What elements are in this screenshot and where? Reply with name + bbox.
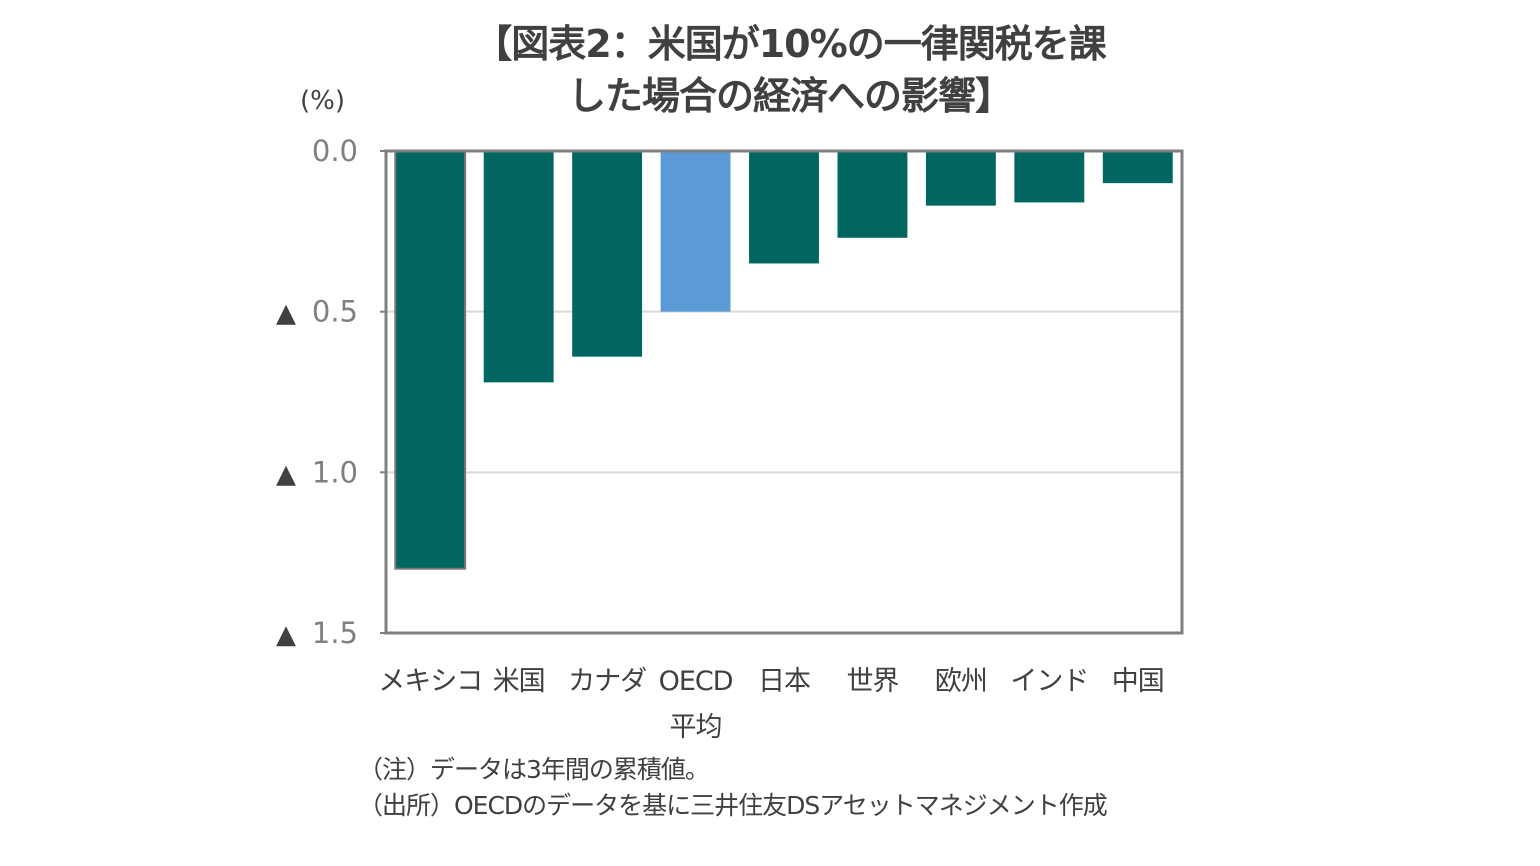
bar-9 <box>1102 151 1173 184</box>
x-tick-label: 米国 <box>493 666 545 697</box>
y-axis-unit-label: (%) <box>300 86 345 116</box>
bar-5 <box>749 151 819 264</box>
chart-title-line-1: 【図表2：米国が10%の一律関税を課 <box>474 22 1106 66</box>
x-tick-label: 平均 <box>670 712 722 743</box>
chart-notes: （注）データは3年間の累積値。 （出所）OECDのデータを基に三井住友DSアセッ… <box>358 752 1108 824</box>
bar-3 <box>572 151 643 357</box>
bar-6 <box>837 151 908 238</box>
negative-triangle-icon: ▲ <box>276 459 296 489</box>
x-tick-label: メキシコ <box>378 666 482 697</box>
note-source: （出所）OECDのデータを基に三井住友DSアセットマネジメント作成 <box>358 791 1108 820</box>
x-tick-label: 世界 <box>846 666 898 697</box>
bar-2 <box>483 151 554 383</box>
y-tick-label: 0.0 <box>312 134 358 168</box>
x-tick-label: 欧州 <box>935 666 987 697</box>
y-tick-label: 1.0 <box>312 455 358 489</box>
y-tick-label: 1.5 <box>312 616 358 650</box>
negative-triangle-icon: ▲ <box>276 620 296 650</box>
x-tick-label: カナダ <box>568 666 646 697</box>
x-tick-label: 中国 <box>1112 666 1164 697</box>
x-tick-label: OECD <box>659 666 733 697</box>
y-tick-label: 0.5 <box>312 295 358 329</box>
chart-title: 【図表2：米国が10%の一律関税を課 した場合の経済への影響】 <box>420 18 1160 122</box>
bar-4 <box>660 151 731 312</box>
x-tick-label: 日本 <box>758 666 811 697</box>
negative-triangle-icon: ▲ <box>276 299 296 329</box>
plot-frame <box>384 149 1184 635</box>
bar-7 <box>925 151 996 206</box>
bar-1 <box>394 150 467 570</box>
x-tick-label: インド <box>1010 666 1088 697</box>
bar-8 <box>1014 151 1085 203</box>
chart-title-line-2: した場合の経済への影響】 <box>567 74 1013 118</box>
note-data: （注）データは3年間の累積値。 <box>358 755 710 784</box>
